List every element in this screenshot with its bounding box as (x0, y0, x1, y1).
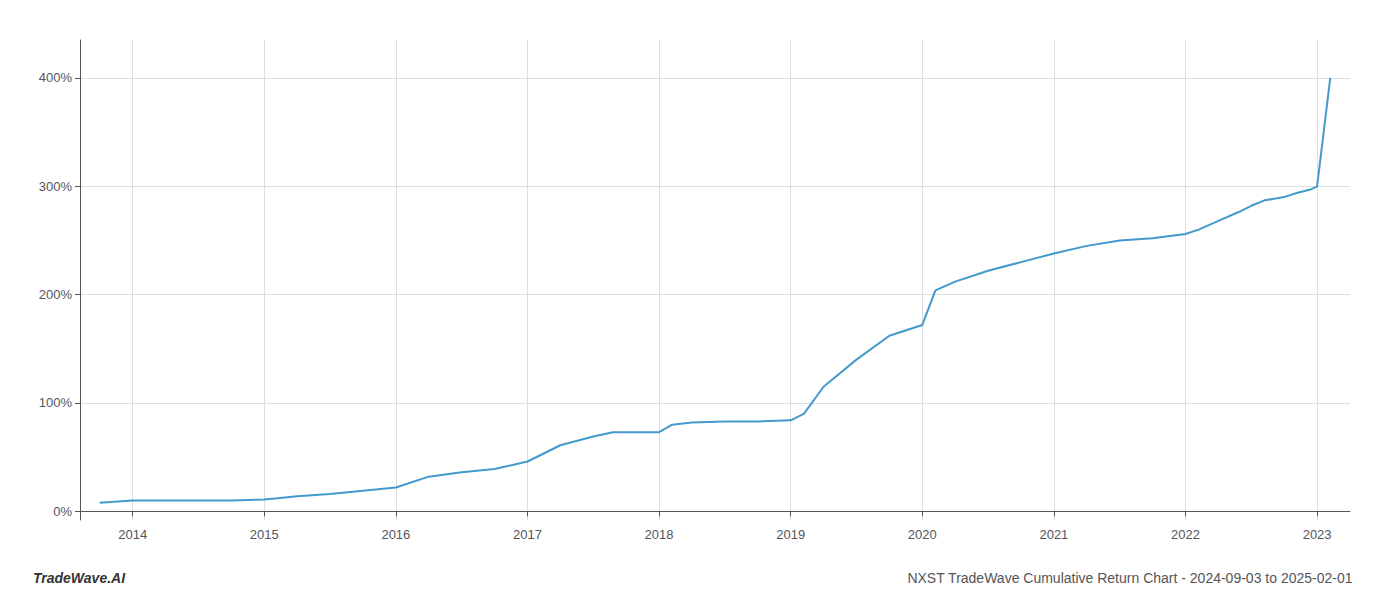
svg-text:2023: 2023 (1303, 527, 1332, 542)
svg-text:TradeWave.AI: TradeWave.AI (33, 570, 126, 586)
svg-text:2019: 2019 (776, 527, 805, 542)
svg-text:2016: 2016 (381, 527, 410, 542)
svg-text:2017: 2017 (513, 527, 542, 542)
svg-text:2022: 2022 (1171, 527, 1200, 542)
svg-text:2021: 2021 (1039, 527, 1068, 542)
svg-text:2014: 2014 (118, 527, 147, 542)
svg-text:300%: 300% (39, 179, 73, 194)
svg-text:200%: 200% (39, 287, 73, 302)
svg-text:400%: 400% (39, 70, 73, 85)
svg-text:2018: 2018 (645, 527, 674, 542)
svg-text:2015: 2015 (250, 527, 279, 542)
svg-text:2020: 2020 (908, 527, 937, 542)
svg-text:NXST TradeWave Cumulative Retu: NXST TradeWave Cumulative Return Chart -… (907, 570, 1352, 586)
svg-text:0%: 0% (53, 504, 72, 519)
svg-text:100%: 100% (39, 395, 73, 410)
